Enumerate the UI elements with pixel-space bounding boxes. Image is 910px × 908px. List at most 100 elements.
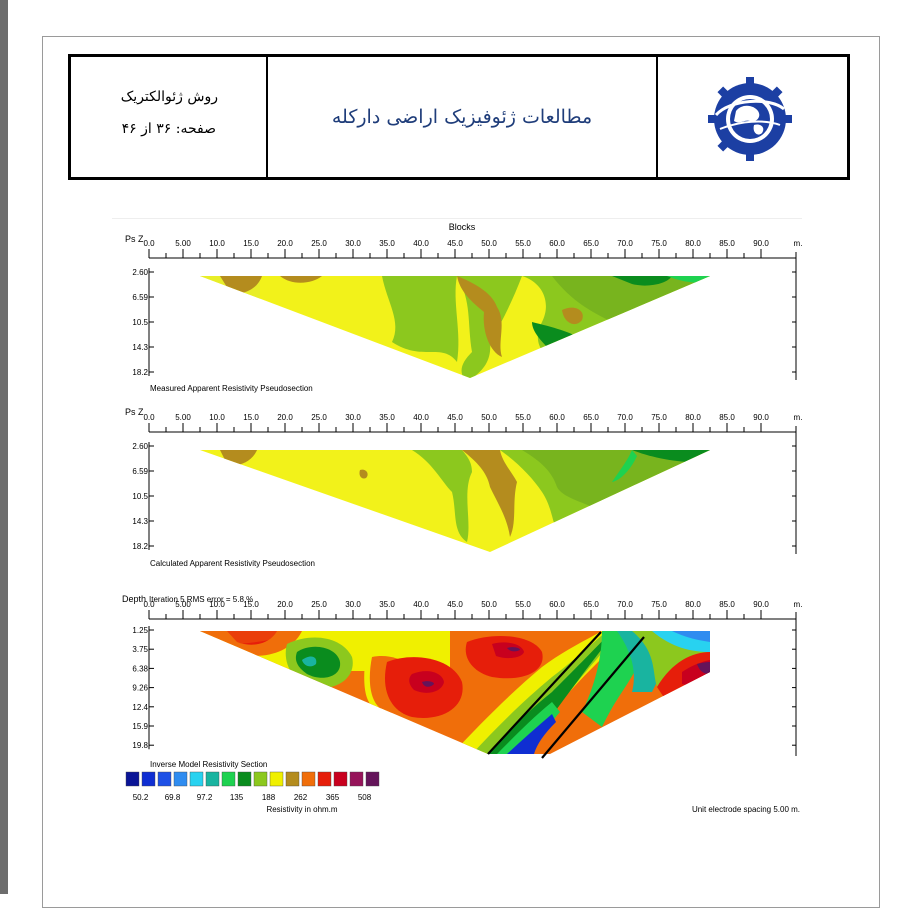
x-tick-label: 65.0 — [583, 600, 599, 609]
panel1-axis-label: Ps Z — [125, 234, 144, 244]
x-tick-label: 30.0 — [345, 600, 361, 609]
x-tick-label: 40.0 — [413, 600, 429, 609]
x-tick-label: 5.00 — [175, 413, 191, 422]
x-tick-label: 10.0 — [209, 600, 225, 609]
panel3-caption: Inverse Model Resistivity Section — [150, 760, 267, 769]
x-tick-label: 55.0 — [515, 239, 531, 248]
depth-tick-label: 10.5 — [132, 318, 148, 327]
color-swatch — [301, 771, 316, 787]
color-swatch — [237, 771, 252, 787]
x-tick-label: 80.0 — [685, 239, 701, 248]
depth-tick-label: 6.38 — [132, 664, 148, 673]
x-tick-label: 75.0 — [651, 600, 667, 609]
depth-tick-label: 6.59 — [132, 293, 148, 302]
x-tick-label: 75.0 — [651, 239, 667, 248]
x-tick-label: 15.0 — [243, 413, 259, 422]
x-tick-label: 10.0 — [209, 239, 225, 248]
x-tick-label: 65.0 — [583, 413, 599, 422]
color-swatch — [221, 771, 236, 787]
resistivity-figure: Blocks Ps Z 0.0 5.00 10.0 15.0 20.0 25.0 30.0 3… — [112, 212, 812, 822]
header-logo-cell — [656, 57, 847, 177]
color-swatch — [157, 771, 172, 787]
calculated-pseudosection-panel: Ps Z 0.0 5.00 10.0 15.0 20.0 25.0 30.0 35.0 40.0… — [125, 407, 802, 568]
color-swatch — [125, 771, 140, 787]
depth-tick-label: 3.75 — [132, 645, 148, 654]
iteration-label: Iteration 5 RMS error = 5.8 % — [149, 595, 253, 604]
color-scale-tick-label: 97.2 — [197, 793, 213, 802]
x-tick-label: 30.0 — [345, 413, 361, 422]
x-tick-label: 15.0 — [243, 600, 259, 609]
x-tick-label: 85.0 — [719, 600, 735, 609]
x-tick-label: 85.0 — [719, 239, 735, 248]
color-scale-tick-label: 135 — [230, 793, 244, 802]
x-tick-label: 60.0 — [549, 413, 565, 422]
x-tick-label: 35.0 — [379, 239, 395, 248]
report-header: روش ژئوالکتریک صفحه: ۳۶ از ۴۶ مطالعات ژئ… — [68, 54, 850, 180]
panel1-caption: Measured Apparent Resistivity Pseudosect… — [150, 384, 313, 393]
x-tick-label: 90.0 — [753, 413, 769, 422]
report-title: مطالعات ژئوفیزیک اراضی دارکله — [331, 106, 593, 128]
x-tick-label: 25.0 — [311, 413, 327, 422]
x-tick-label: 80.0 — [685, 413, 701, 422]
depth-tick-label: 14.3 — [132, 343, 148, 352]
header-method-cell: روش ژئوالکتریک صفحه: ۳۶ از ۴۶ — [71, 57, 266, 177]
resistivity-sections-chart: Blocks Ps Z 0.0 5.00 10.0 15.0 20.0 25.0 30.0 3… — [112, 218, 803, 814]
page-number: صفحه: ۳۶ از ۴۶ — [121, 121, 216, 137]
header-title-cell: مطالعات ژئوفیزیک اراضی دارکله — [266, 57, 656, 177]
x-tick-label: 75.0 — [651, 413, 667, 422]
panel2-caption: Calculated Apparent Resistivity Pseudose… — [150, 559, 315, 568]
x-tick-label: 15.0 — [243, 239, 259, 248]
x-tick-label: 90.0 — [753, 600, 769, 609]
x-unit-label: m. — [794, 600, 803, 609]
x-tick-label: 0.0 — [143, 239, 155, 248]
depth-tick-label: 2.60 — [132, 442, 148, 451]
x-unit-label: m. — [794, 239, 803, 248]
x-tick-label: 50.0 — [481, 600, 497, 609]
color-scale-tick-label: 69.8 — [165, 793, 181, 802]
x-tick-label: 90.0 — [753, 239, 769, 248]
x-tick-label: 70.0 — [617, 413, 633, 422]
depth-tick-label: 18.2 — [132, 368, 148, 377]
globe-gear-logo-icon — [708, 77, 792, 161]
panel2-axis-label: Ps Z — [125, 407, 144, 417]
viewer-left-edge — [0, 0, 8, 894]
depth-tick-label: 1.25 — [132, 626, 148, 635]
color-swatch — [173, 771, 188, 787]
color-swatch — [349, 771, 364, 787]
depth-tick-label: 12.4 — [132, 703, 148, 712]
x-tick-label: 30.0 — [345, 239, 361, 248]
color-swatch — [317, 771, 332, 787]
x-tick-label: 5.00 — [175, 600, 191, 609]
x-tick-label: 45.0 — [447, 600, 463, 609]
depth-tick-label: 14.3 — [132, 517, 148, 526]
x-tick-label: 25.0 — [311, 239, 327, 248]
x-tick-label: 50.0 — [481, 413, 497, 422]
x-tick-label: 65.0 — [583, 239, 599, 248]
x-tick-label: 0.0 — [143, 600, 155, 609]
x-tick-label: 20.0 — [277, 413, 293, 422]
x-tick-label: 60.0 — [549, 239, 565, 248]
color-swatch — [253, 771, 268, 787]
x-tick-label: 20.0 — [277, 600, 293, 609]
color-swatch — [141, 771, 156, 787]
color-scale-tick-label: 365 — [326, 793, 340, 802]
chart-title: Blocks — [449, 222, 476, 232]
x-tick-label: 5.00 — [175, 239, 191, 248]
color-scale-tick-label: 262 — [294, 793, 308, 802]
color-scale-tick-label: 188 — [262, 793, 276, 802]
depth-tick-label: 19.8 — [132, 741, 148, 750]
x-unit-label: m. — [794, 413, 803, 422]
resistivity-color-scale: 50.2 69.8 97.2 135 188 262 365 508 — [125, 771, 380, 802]
electrode-spacing-note: Unit electrode spacing 5.00 m. — [692, 805, 800, 814]
x-tick-label: 55.0 — [515, 413, 531, 422]
x-tick-label: 70.0 — [617, 239, 633, 248]
depth-tick-label: 9.26 — [132, 684, 148, 693]
color-swatch — [333, 771, 348, 787]
depth-tick-label: 18.2 — [132, 542, 148, 551]
depth-tick-label: 15.9 — [132, 722, 148, 731]
panel3-axis-label: Depth — [122, 594, 146, 604]
colorbar-unit-label: Resistivity in ohm.m — [266, 805, 337, 814]
color-scale-tick-label: 508 — [358, 793, 372, 802]
x-tick-label: 35.0 — [379, 600, 395, 609]
x-tick-label: 40.0 — [413, 413, 429, 422]
